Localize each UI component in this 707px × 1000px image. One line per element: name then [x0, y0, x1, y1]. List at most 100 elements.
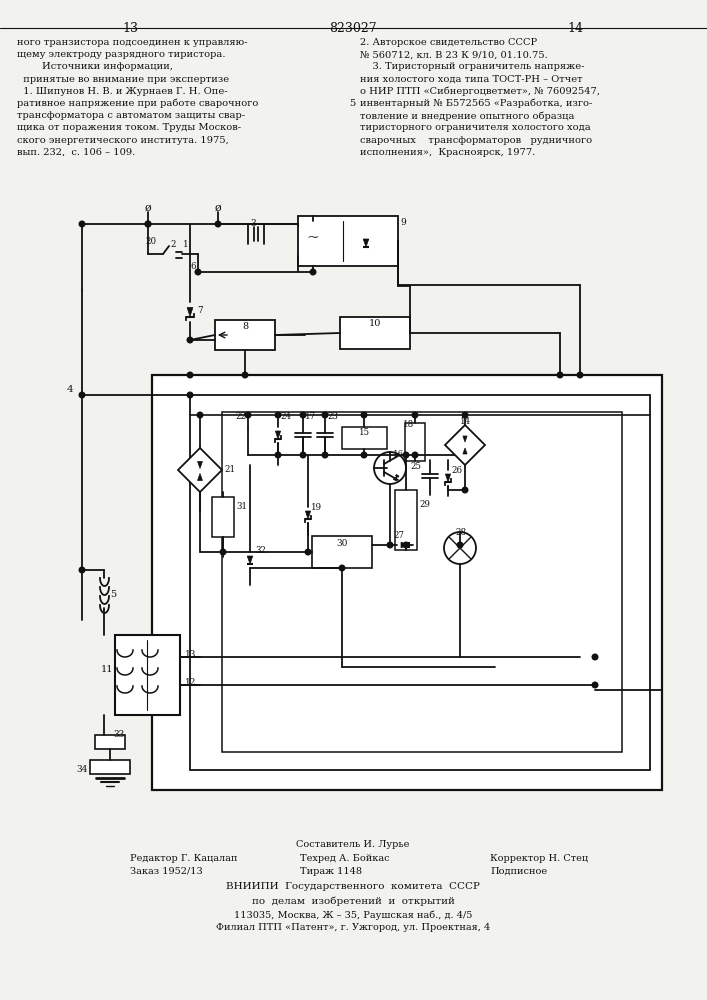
- Circle shape: [275, 452, 281, 458]
- Circle shape: [577, 372, 583, 378]
- Text: 18: 18: [403, 420, 414, 429]
- Text: ного транзистора подсоединен к управляю-: ного транзистора подсоединен к управляю-: [17, 38, 247, 47]
- Circle shape: [79, 392, 85, 398]
- Text: 9: 9: [400, 218, 406, 227]
- Circle shape: [387, 542, 393, 548]
- Polygon shape: [276, 431, 281, 439]
- Text: щему электроду разрядного тиристора.: щему электроду разрядного тиристора.: [17, 50, 226, 59]
- Circle shape: [457, 542, 463, 548]
- Text: 21: 21: [224, 465, 235, 474]
- Bar: [152, 375, 662, 790]
- Text: 23: 23: [327, 412, 338, 421]
- Text: 4: 4: [67, 385, 74, 394]
- Text: 29: 29: [419, 500, 430, 509]
- Text: 14: 14: [460, 417, 471, 426]
- Bar: [222, 412, 622, 752]
- Circle shape: [197, 412, 203, 418]
- Text: 31: 31: [236, 502, 247, 511]
- Polygon shape: [305, 511, 310, 519]
- Polygon shape: [463, 436, 467, 442]
- Bar: [298, 216, 398, 266]
- Circle shape: [403, 452, 409, 458]
- Polygon shape: [445, 425, 485, 465]
- Circle shape: [195, 269, 201, 275]
- Circle shape: [592, 654, 598, 660]
- Text: щика от поражения током. Труды Москов-: щика от поражения током. Труды Москов-: [17, 123, 241, 132]
- Text: вып. 232,  с. 106 – 109.: вып. 232, с. 106 – 109.: [17, 148, 135, 157]
- Text: 3: 3: [250, 219, 256, 228]
- Text: по  делам  изобретений  и  открытий: по делам изобретений и открытий: [252, 896, 455, 906]
- Text: 6: 6: [190, 262, 196, 271]
- Circle shape: [462, 487, 468, 493]
- Text: Корректор Н. Стец: Корректор Н. Стец: [490, 854, 588, 863]
- Polygon shape: [197, 462, 202, 468]
- Bar: [95, 735, 125, 749]
- Text: ского энергетического института. 1975,: ского энергетического института. 1975,: [17, 136, 229, 145]
- Bar: [342, 427, 387, 449]
- Text: товление и внедрение опытного образца: товление и внедрение опытного образца: [360, 111, 575, 121]
- Text: 13: 13: [122, 22, 138, 35]
- Bar: [405, 423, 425, 461]
- Text: Подписное: Подписное: [490, 867, 547, 876]
- Text: 16: 16: [393, 450, 404, 459]
- Circle shape: [187, 392, 193, 398]
- Polygon shape: [463, 448, 467, 454]
- Bar: [115, 635, 180, 715]
- Circle shape: [462, 412, 468, 418]
- Text: ~: ~: [306, 231, 319, 245]
- Circle shape: [300, 412, 306, 418]
- Text: принятые во внимание при экспертизе: принятые во внимание при экспертизе: [17, 75, 229, 84]
- Text: о НИР ПТП «Сибнергоцветмет», № 76092547,: о НИР ПТП «Сибнергоцветмет», № 76092547,: [360, 87, 600, 96]
- Bar: [312, 536, 372, 568]
- Text: 2: 2: [170, 240, 175, 249]
- Circle shape: [412, 412, 418, 418]
- Text: 2. Авторское свидетельство СССР: 2. Авторское свидетельство СССР: [360, 38, 537, 47]
- Circle shape: [557, 372, 563, 378]
- Circle shape: [361, 412, 367, 418]
- Text: 3. Тиристорный ограничитель напряже-: 3. Тиристорный ограничитель напряже-: [360, 62, 585, 71]
- Circle shape: [215, 221, 221, 227]
- Text: 26: 26: [451, 466, 462, 475]
- Polygon shape: [247, 556, 253, 564]
- Circle shape: [245, 412, 251, 418]
- Text: ративное напряжение при работе сварочного: ративное напряжение при работе сварочног…: [17, 99, 258, 108]
- Bar: [212, 497, 234, 537]
- Circle shape: [243, 372, 247, 378]
- Text: 20: 20: [145, 237, 156, 246]
- Text: ø: ø: [215, 203, 221, 213]
- Text: сварочных    трансформаторов   рудничного: сварочных трансформаторов рудничного: [360, 136, 592, 145]
- Circle shape: [145, 221, 151, 227]
- Text: исполнения»,  Красноярск, 1977.: исполнения», Красноярск, 1977.: [360, 148, 535, 157]
- Text: 28: 28: [455, 528, 466, 537]
- Circle shape: [339, 565, 345, 571]
- Circle shape: [403, 542, 409, 548]
- Circle shape: [300, 452, 306, 458]
- Text: 5: 5: [110, 590, 116, 599]
- Text: 12: 12: [185, 678, 197, 687]
- Text: 113035, Москва, Ж – 35, Раушская наб., д. 4/5: 113035, Москва, Ж – 35, Раушская наб., д…: [234, 910, 472, 920]
- Text: ния холостого хода типа ТОСТ-РН – Отчет: ния холостого хода типа ТОСТ-РН – Отчет: [360, 75, 583, 84]
- Text: ВНИИПИ  Государственного  комитета  СССР: ВНИИПИ Государственного комитета СССР: [226, 882, 480, 891]
- Bar: [90, 760, 130, 774]
- Text: 13: 13: [185, 650, 197, 659]
- Circle shape: [145, 221, 151, 227]
- Text: 32: 32: [255, 546, 266, 555]
- Text: 14: 14: [567, 22, 583, 35]
- Text: 823027: 823027: [329, 22, 377, 35]
- Circle shape: [79, 221, 85, 227]
- Text: 11: 11: [100, 665, 113, 674]
- Text: 22: 22: [235, 412, 246, 421]
- Text: 25: 25: [410, 462, 421, 471]
- Text: ø: ø: [145, 203, 151, 213]
- Polygon shape: [178, 448, 222, 492]
- Text: 24: 24: [280, 412, 291, 421]
- Text: 8: 8: [242, 322, 248, 331]
- Bar: [395, 490, 417, 550]
- Text: № 560712, кл. В 23 К 9/10, 01.10.75.: № 560712, кл. В 23 К 9/10, 01.10.75.: [360, 50, 548, 59]
- Text: Редактор Г. Кацалап: Редактор Г. Кацалап: [130, 854, 238, 863]
- Text: 27: 27: [393, 531, 404, 540]
- Circle shape: [412, 452, 418, 458]
- Polygon shape: [445, 474, 450, 482]
- Circle shape: [361, 452, 367, 458]
- Text: 34: 34: [76, 765, 88, 774]
